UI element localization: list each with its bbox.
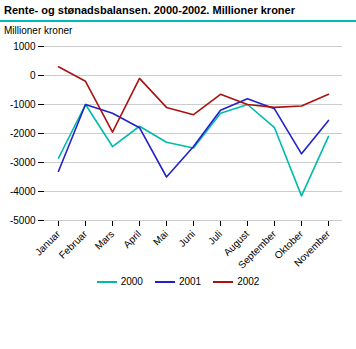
svg-text:Januar: Januar — [32, 228, 63, 258]
svg-text:-2000: -2000 — [10, 128, 36, 139]
svg-text:Mars: Mars — [93, 228, 117, 252]
html-text:2002: 2002 — [237, 276, 260, 288]
svg-text:Mai: Mai — [151, 228, 170, 247]
svg-text:-4000: -4000 — [10, 186, 36, 197]
html-text:2001: 2001 — [178, 276, 202, 288]
svg-text:-5000: -5000 — [10, 215, 36, 226]
html-text:2000: 2000 — [120, 276, 143, 288]
html-text:Rente- og stønadsbalansen. 200: Rente- og stønadsbalansen. 2000-2002. Mi… — [4, 4, 295, 16]
svg-text:Februar: Februar — [57, 228, 90, 261]
svg-text:0: 0 — [30, 70, 36, 81]
svg-text:Juli: Juli — [206, 228, 224, 246]
html-text:Millioner kroner: Millioner kroner — [4, 25, 73, 37]
svg-text:-1000: -1000 — [10, 99, 36, 110]
svg-text:Juni: Juni — [176, 228, 197, 249]
svg-text:1000: 1000 — [13, 41, 36, 52]
svg-text:-3000: -3000 — [10, 157, 36, 168]
svg-text:November: November — [292, 228, 333, 269]
svg-text:August: August — [221, 228, 252, 259]
svg-text:Oktober: Oktober — [272, 228, 306, 262]
svg-text:April: April — [121, 228, 143, 250]
svg-text:September: September — [236, 228, 279, 271]
